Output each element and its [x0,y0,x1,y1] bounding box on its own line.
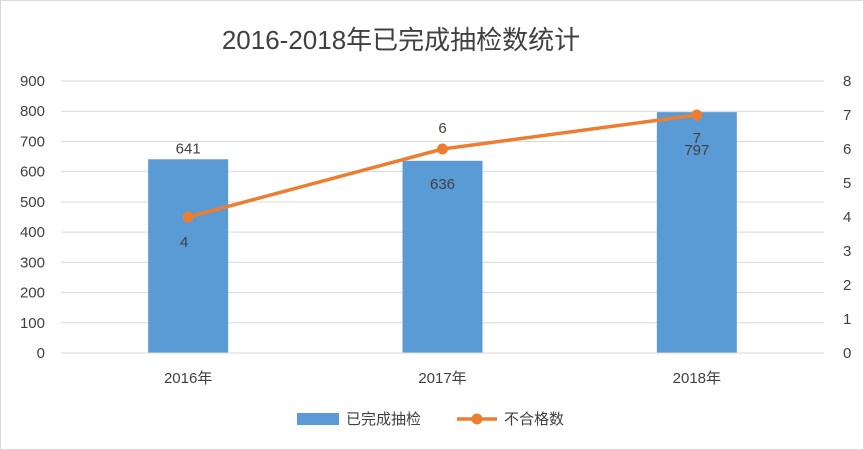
bar [148,159,229,353]
bar-value-label: 797 [684,142,709,159]
legend: 已完成抽检 不合格数 [297,411,564,428]
legend-bar-swatch [297,413,339,425]
line-value-label: 4 [180,234,188,251]
left-y-axis: 0 100 200 300 400 500 600 700 800 900 [20,73,45,362]
left-tick-label: 0 [37,345,45,362]
legend-line-marker [471,413,483,425]
line-point [691,109,703,121]
bar-value-label: 636 [430,176,455,193]
bar-value-label: 641 [176,140,201,157]
chart-title: 2016-2018年已完成抽检数统计 [222,25,580,55]
right-tick-label: 7 [843,107,851,124]
left-tick-label: 200 [20,285,45,302]
left-tick-label: 300 [20,254,45,271]
left-tick-label: 100 [20,315,45,332]
bar [656,112,737,353]
line-value-label: 6 [438,120,446,137]
bar [402,160,483,353]
legend-label: 不合格数 [504,411,564,428]
right-tick-label: 4 [843,209,851,226]
line-point [182,211,194,223]
left-tick-label: 600 [20,164,45,181]
left-tick-label: 700 [20,133,45,150]
x-axis-labels: 2016年 2017年 2018年 [164,370,721,387]
right-tick-label: 3 [843,243,851,260]
line-point [437,143,448,155]
right-tick-label: 2 [843,277,851,294]
right-tick-label: 5 [843,175,851,192]
left-tick-label: 400 [20,224,45,241]
left-tick-label: 800 [20,103,45,120]
right-tick-label: 8 [843,73,851,90]
line-series [182,109,703,223]
x-tick-label: 2016年 [164,370,212,387]
right-tick-label: 6 [843,141,851,158]
bar-series [148,112,737,353]
left-tick-label: 900 [20,73,45,90]
right-tick-label: 0 [843,345,851,362]
x-tick-label: 2018年 [673,370,721,387]
line-value-label: 7 [693,130,701,147]
left-tick-label: 500 [20,194,45,211]
x-tick-label: 2017年 [418,370,466,387]
data-labels: 641 636 797 4 6 7 [176,120,710,251]
legend-label: 已完成抽检 [346,411,421,428]
right-y-axis: 0 1 2 3 4 5 6 7 8 [843,73,851,362]
right-tick-label: 1 [843,311,851,328]
